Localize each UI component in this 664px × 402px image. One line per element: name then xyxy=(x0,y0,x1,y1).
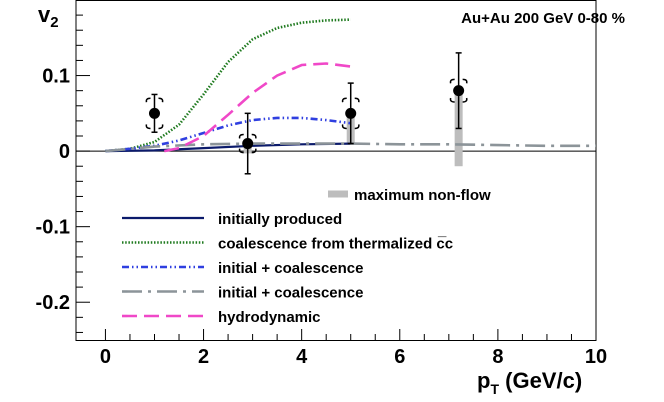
legend-nonflow: maximum non-flow xyxy=(328,187,491,204)
curve-solid xyxy=(105,142,351,153)
y-tick-label: -0.2 xyxy=(36,292,70,314)
x-axis-label-main: p xyxy=(477,368,490,393)
legend-nonflow-label: maximum non-flow xyxy=(354,187,491,204)
nonflow-bars xyxy=(243,90,463,167)
sys-bracket xyxy=(158,97,164,103)
plot-border xyxy=(75,0,597,341)
collision-annotation: Au+Au 200 GeV 0-80 % xyxy=(461,10,625,27)
legend-label: initial + coalescence xyxy=(218,285,364,302)
sys-bracket xyxy=(354,124,360,130)
legend-entry: hydrodynamic xyxy=(122,309,321,326)
y-axis-label-main: v xyxy=(38,2,51,27)
sys-bracket xyxy=(251,148,257,154)
x-axis-label-sub: T xyxy=(490,381,499,397)
legend-entry: initial + coalescence xyxy=(122,260,364,277)
sys-bracket xyxy=(251,133,257,139)
x-tick-label: 2 xyxy=(198,346,209,368)
x-tick-label: 0 xyxy=(100,346,111,368)
data-marker xyxy=(453,85,465,97)
y-tick-label: 0 xyxy=(59,141,70,163)
sys-bracket xyxy=(341,97,347,103)
sys-bracket xyxy=(341,124,347,130)
legend-entry: initial + coalescence xyxy=(122,285,364,302)
x-tick-label: 6 xyxy=(394,346,405,368)
x-axis-label-unit: (GeV/c) xyxy=(499,368,582,393)
y-axis-label-sub: 2 xyxy=(50,14,58,31)
data-marker xyxy=(148,107,160,119)
legend-entry: initially produced xyxy=(122,211,342,228)
sys-bracket xyxy=(462,78,468,84)
x-tick-label: 4 xyxy=(296,346,308,368)
sys-bracket xyxy=(238,148,244,154)
x-tick-label: 8 xyxy=(492,346,503,368)
sys-bracket xyxy=(238,133,244,139)
curve-dotted xyxy=(105,18,351,153)
y-tick-label: 0.1 xyxy=(42,66,70,88)
curve-dashed xyxy=(164,62,351,153)
legend-label: hydrodynamic xyxy=(218,309,321,326)
data-marker xyxy=(242,138,254,150)
sys-bracket xyxy=(449,78,455,84)
data-points xyxy=(145,52,468,175)
sys-bracket xyxy=(462,97,468,103)
legend-label: initially produced xyxy=(218,211,342,228)
sys-bracket xyxy=(145,97,151,103)
sys-bracket xyxy=(145,124,151,130)
legend-entry: coalescence from thermalized c̅c xyxy=(122,236,453,253)
data-point xyxy=(449,52,468,130)
data-marker xyxy=(345,107,357,119)
plot-frame: 0 2 4 6 8 10 -0.2 -0.1 0 0.1 xyxy=(36,0,607,368)
x-tick-label: 10 xyxy=(585,346,607,368)
y-tick-label: -0.1 xyxy=(36,217,70,239)
legend: maximum non-flow initially produced coales… xyxy=(122,187,491,326)
sys-bracket xyxy=(158,124,164,130)
x-axis-label: pT (GeV/c) xyxy=(477,368,582,397)
data-point xyxy=(238,112,257,175)
data-point xyxy=(145,93,164,133)
legend-label: initial + coalescence xyxy=(218,260,364,277)
legend-label: coalescence from thermalized c̅c xyxy=(218,236,453,253)
sys-bracket xyxy=(449,97,455,103)
data-point xyxy=(341,82,360,145)
sys-bracket xyxy=(354,97,360,103)
y-axis-label: v2 xyxy=(38,2,59,31)
